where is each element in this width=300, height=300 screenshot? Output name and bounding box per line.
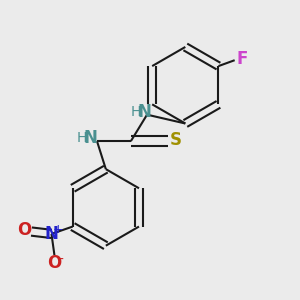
- Text: H: H: [76, 131, 87, 145]
- Text: H: H: [131, 105, 141, 119]
- Text: O: O: [17, 221, 31, 239]
- Text: N: N: [44, 225, 58, 243]
- Text: S: S: [170, 131, 182, 149]
- Text: N: N: [84, 129, 98, 147]
- Text: O: O: [47, 254, 61, 272]
- Text: -: -: [58, 253, 63, 267]
- Text: F: F: [236, 50, 248, 68]
- Text: N: N: [137, 103, 151, 121]
- Text: +: +: [52, 223, 63, 236]
